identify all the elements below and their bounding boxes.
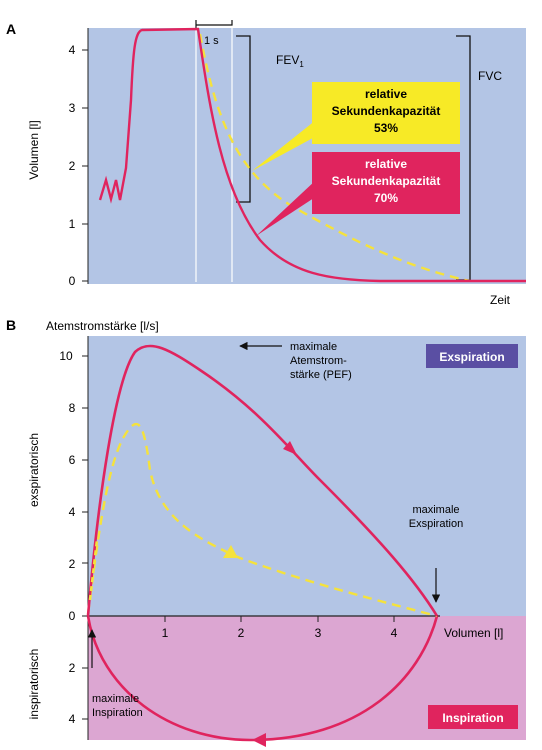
panel-b-xlabel: Volumen [l] <box>444 626 503 640</box>
callout-red-line2: Sekundenkapazität <box>332 174 441 188</box>
callout-red-value: 70% <box>374 191 398 205</box>
pef-annotation: maximale Atemstrom- stärke (PEF) <box>239 341 352 381</box>
panel-b-ytick: 10 <box>59 349 73 363</box>
panel-b-letter: B <box>6 317 16 333</box>
callout-yellow-value: 53% <box>374 121 398 135</box>
expiration-direction-arrow <box>283 441 297 455</box>
panel-b-xtick: 1 <box>162 626 169 640</box>
callout-red-box <box>312 152 460 214</box>
panel-b-ytick: 4 <box>69 712 76 726</box>
panel-b-ytick: 4 <box>69 505 76 519</box>
yellow-direction-arrow <box>223 545 238 558</box>
curve-70-percent <box>98 27 526 283</box>
pef-label-line1: maximale <box>290 341 337 353</box>
one-second-label: 1 s <box>204 35 219 47</box>
curve-overlap-dash <box>88 539 99 601</box>
panel-a-yaxis: 0 1 2 3 4 <box>69 28 89 288</box>
panel-b-xtick: 3 <box>315 626 322 640</box>
fvc-label: FVC <box>478 69 502 83</box>
panel-b-ytick: 2 <box>69 557 76 571</box>
panel-a-background <box>88 28 526 284</box>
callout-red-line1: relative <box>365 157 407 171</box>
panel-a-letter: A <box>6 21 16 37</box>
panel-b-ytick: 8 <box>69 401 76 415</box>
one-second-bracket: 1 s <box>195 20 233 47</box>
expiratory-axis-label: exspiratorisch <box>27 433 41 507</box>
callout-yellow: relative Sekundenkapazität 53% <box>252 82 460 171</box>
panel-b-ylabel: Atemstromstärke [l/s] <box>46 319 159 333</box>
panel-b-ytick: 0 <box>69 609 76 623</box>
panel-b-axes <box>82 336 440 740</box>
panel-a-ylabel: Volumen [l] <box>27 120 41 179</box>
normal-expiratory-curve <box>86 344 439 617</box>
panel-a-ytick: 4 <box>69 43 76 57</box>
panel-a-ytick: 2 <box>69 159 76 173</box>
inspiratory-curve <box>86 615 439 742</box>
panel-a-ytick: 3 <box>69 101 76 115</box>
callout-yellow-line2: Sekundenkapazität <box>332 104 441 118</box>
inspiration-badge: Inspiration <box>428 705 518 729</box>
callout-yellow-line1: relative <box>365 87 407 101</box>
expiration-badge: Exspiration <box>426 344 518 368</box>
panel-a-ytick: 0 <box>69 274 76 288</box>
pef-label-line2: Atemstrom- <box>290 355 347 367</box>
max-expiration-line2: Exspiration <box>409 518 463 530</box>
max-expiration-annotation: maximale Exspiration <box>409 504 463 603</box>
max-inspiration-line2: Inspiration <box>92 707 143 719</box>
inspiration-direction-arrow <box>252 733 266 747</box>
panel-b-ytick: 6 <box>69 453 76 467</box>
fev1-bracket: FEV1 <box>236 35 304 203</box>
pef-label-line3: stärke (PEF) <box>290 369 352 381</box>
max-expiration-line1: maximale <box>412 504 459 516</box>
inspiratory-axis-label: inspiratorisch <box>27 649 41 720</box>
callout-red: relative Sekundenkapazität 70% <box>256 152 460 236</box>
panel-b-xtick: 4 <box>391 626 398 640</box>
expiration-badge-label: Exspiration <box>439 350 504 364</box>
obstructive-expiratory-curve <box>86 422 438 618</box>
panel-a: A Volumen [l] 0 1 2 3 4 Zeit 1 s <box>6 20 526 307</box>
panel-b: B Atemstromstärke [l/s] exspiratorisch i… <box>6 317 526 747</box>
callout-yellow-box <box>312 82 460 144</box>
panel-b-xtick: 2 <box>238 626 245 640</box>
panel-b-ytick: 2 <box>69 661 76 675</box>
callout-yellow-pointer <box>252 120 324 171</box>
panel-a-xlabel: Zeit <box>490 293 511 307</box>
fev1-label: FEV1 <box>276 53 304 69</box>
max-inspiration-annotation: maximale Inspiration <box>87 629 143 719</box>
max-inspiration-line1: maximale <box>92 693 139 705</box>
inspiration-badge-label: Inspiration <box>442 711 503 725</box>
panel-a-ytick: 1 <box>69 217 76 231</box>
expiration-region <box>88 336 526 616</box>
callout-red-pointer <box>256 180 320 236</box>
